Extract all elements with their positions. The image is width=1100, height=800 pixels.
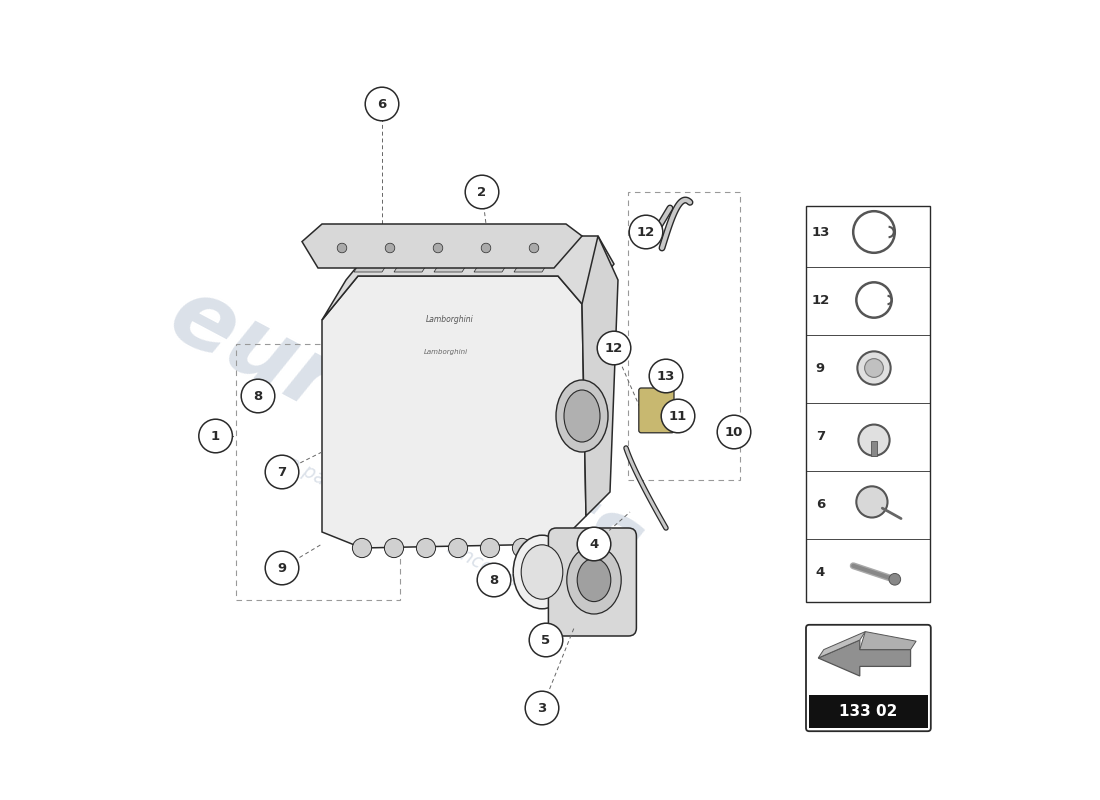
Circle shape	[856, 486, 888, 518]
Ellipse shape	[414, 506, 439, 550]
Circle shape	[858, 425, 890, 456]
Text: 12: 12	[637, 226, 656, 238]
Polygon shape	[582, 236, 618, 516]
Ellipse shape	[556, 380, 608, 452]
Circle shape	[365, 87, 399, 121]
Text: 2: 2	[477, 186, 486, 198]
Text: a passion for parts since 1985: a passion for parts since 1985	[285, 453, 543, 603]
Circle shape	[481, 243, 491, 253]
Polygon shape	[474, 242, 522, 272]
Polygon shape	[860, 632, 916, 650]
Text: 10: 10	[725, 426, 744, 438]
Text: 8: 8	[253, 390, 263, 402]
Bar	[806, 206, 930, 602]
Text: 6: 6	[377, 98, 386, 110]
Text: 5: 5	[541, 634, 551, 646]
Text: 3: 3	[538, 702, 547, 714]
Text: 6: 6	[816, 498, 825, 510]
Text: 13: 13	[657, 370, 675, 382]
Circle shape	[597, 331, 630, 365]
Circle shape	[661, 399, 695, 433]
Bar	[236, 344, 400, 600]
Text: 9: 9	[816, 362, 825, 374]
Text: 7: 7	[816, 430, 825, 442]
Text: 7: 7	[277, 466, 287, 478]
Ellipse shape	[349, 506, 375, 550]
FancyBboxPatch shape	[549, 528, 637, 636]
Ellipse shape	[446, 506, 471, 550]
Polygon shape	[322, 276, 586, 548]
Ellipse shape	[509, 506, 535, 550]
Text: 4: 4	[590, 538, 598, 550]
Polygon shape	[354, 242, 402, 272]
FancyBboxPatch shape	[806, 625, 931, 731]
Circle shape	[449, 538, 468, 558]
Circle shape	[265, 455, 299, 489]
Circle shape	[717, 415, 751, 449]
Circle shape	[857, 351, 891, 385]
Circle shape	[889, 574, 901, 585]
Text: 133 02: 133 02	[839, 704, 898, 719]
Text: 12: 12	[812, 294, 829, 306]
Circle shape	[649, 359, 683, 393]
Bar	[871, 442, 877, 456]
Circle shape	[433, 243, 443, 253]
Text: 1: 1	[211, 430, 220, 442]
Circle shape	[529, 623, 563, 657]
Ellipse shape	[382, 506, 407, 550]
Text: Lamborghini: Lamborghini	[424, 349, 469, 355]
Circle shape	[199, 419, 232, 453]
Text: 11: 11	[669, 410, 688, 422]
Circle shape	[385, 243, 395, 253]
Ellipse shape	[564, 390, 600, 442]
Text: 8: 8	[490, 574, 498, 586]
FancyBboxPatch shape	[639, 388, 674, 433]
Circle shape	[865, 358, 883, 378]
Text: 9: 9	[277, 562, 287, 574]
Circle shape	[513, 538, 531, 558]
Polygon shape	[818, 632, 866, 658]
Circle shape	[477, 563, 510, 597]
Polygon shape	[322, 236, 614, 320]
Text: 12: 12	[605, 342, 623, 354]
Circle shape	[465, 175, 498, 209]
Circle shape	[241, 379, 275, 413]
Ellipse shape	[477, 506, 503, 550]
Ellipse shape	[521, 545, 563, 599]
Polygon shape	[434, 242, 482, 272]
Text: Lamborghini: Lamborghini	[426, 315, 474, 325]
Circle shape	[629, 215, 663, 249]
Text: 4: 4	[816, 566, 825, 578]
Polygon shape	[394, 242, 442, 272]
Circle shape	[265, 551, 299, 585]
Circle shape	[481, 538, 499, 558]
Bar	[628, 192, 740, 480]
Circle shape	[352, 538, 372, 558]
Circle shape	[529, 243, 539, 253]
Polygon shape	[818, 640, 911, 676]
Ellipse shape	[514, 535, 571, 609]
Circle shape	[578, 527, 610, 561]
Bar	[810, 695, 927, 728]
Ellipse shape	[566, 546, 621, 614]
Circle shape	[417, 538, 436, 558]
Circle shape	[384, 538, 404, 558]
Ellipse shape	[578, 558, 610, 602]
Text: 13: 13	[811, 226, 829, 238]
Circle shape	[338, 243, 346, 253]
Polygon shape	[302, 224, 582, 268]
Circle shape	[525, 691, 559, 725]
Text: europarts: europarts	[154, 269, 658, 595]
Polygon shape	[514, 242, 562, 272]
